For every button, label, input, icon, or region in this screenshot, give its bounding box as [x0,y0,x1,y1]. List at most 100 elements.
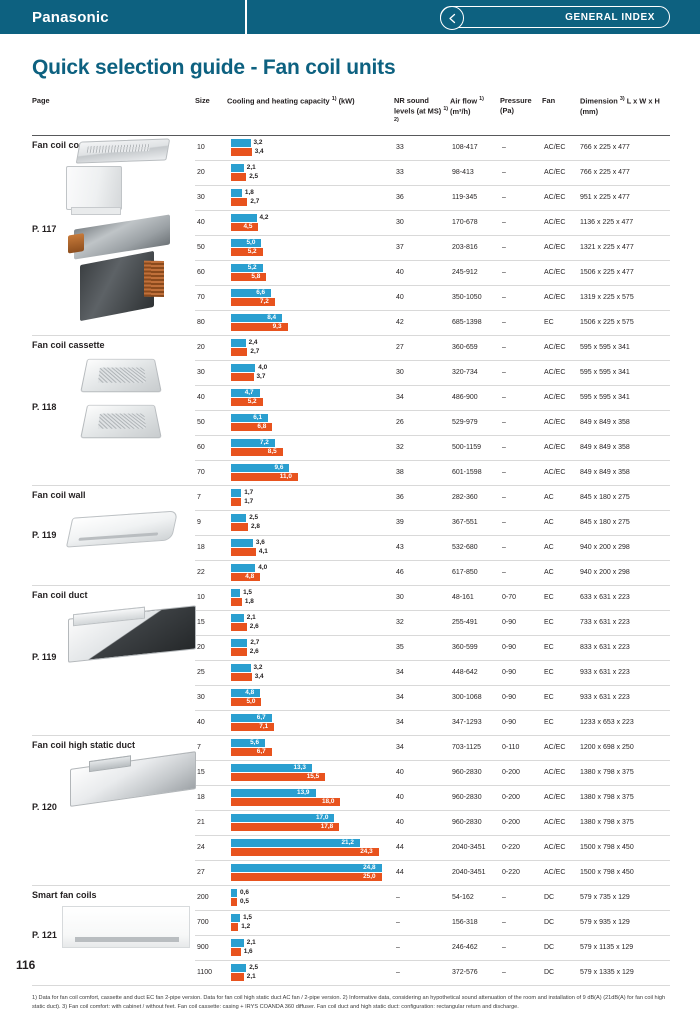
nr-text: NR sound levels (at MS) [394,96,441,116]
heating-bar-row: 2,1 [231,973,394,982]
cell-dimension: 733 x 631 x 223 [580,610,670,635]
cell-dimension: 1321 x 225 x 477 [580,235,670,260]
cell-size: 22 [195,560,227,585]
selection-guide-table-wrapper: Page Size Cooling and heating capacity 1… [32,96,670,986]
cooling-bar [231,514,246,522]
general-index-button[interactable]: GENERAL INDEX [440,6,670,28]
cell-fan: AC [542,485,580,510]
page-reference-link[interactable]: P. 119 [32,652,56,662]
cell-size: 9 [195,510,227,535]
cooling-value-label: 17,0 [316,815,331,821]
fan-coil-cassette-units [32,336,195,484]
cell-dimension: 940 x 200 x 298 [580,560,670,585]
cell-pressure: 0-90 [500,660,542,685]
heating-value-label: 17,8 [321,824,336,830]
cooling-bar-row: 2,4 [231,339,394,348]
cooling-bar-row: 3,2 [231,139,394,148]
heating-value-label: 4,8 [245,574,257,580]
cooling-value-label: 21,2 [341,840,356,846]
heating-bar-row: 5,0 [231,698,394,707]
cooling-bar [231,964,246,972]
cell-airflow: 685-1398 [450,310,500,335]
page-reference-link[interactable]: P. 121 [32,930,57,940]
cooling-bar [231,664,251,672]
cooling-bar [231,939,244,947]
capacity-text: Cooling and heating capacity [227,96,330,105]
cell-pressure: – [500,285,542,310]
cooling-value-label: 13,3 [293,765,308,771]
page-reference-link[interactable]: P. 119 [32,530,56,540]
heating-bar-row: 2,5 [231,173,394,182]
page-reference-link[interactable]: P. 118 [32,402,56,412]
heating-bar-row: 5,2 [231,398,394,407]
heating-value-label: 6,7 [257,749,269,755]
cooling-value-label: 4,2 [260,215,269,221]
cell-fan: AC/EC [542,735,580,760]
cell-nr-sound: 33 [394,135,450,160]
cooling-value-label: 1,8 [245,190,254,196]
cell-airflow: 960-2830 [450,810,500,835]
cell-airflow: 170-678 [450,210,500,235]
cell-nr-sound: 34 [394,710,450,735]
cell-airflow: 245-912 [450,260,500,285]
cell-dimension: 579 x 735 x 129 [580,885,670,910]
cell-fan: AC/EC [542,285,580,310]
cooling-bar [231,889,237,897]
page-reference-link[interactable]: P. 117 [32,224,56,234]
cooling-bar-row: 21,2 [231,839,394,848]
cooling-value-label: 2,4 [249,340,258,346]
cell-size: 27 [195,860,227,885]
cell-pressure: – [500,885,542,910]
heating-bar [231,948,241,956]
cell-nr-sound: 30 [394,210,450,235]
cooling-bar-row: 6,1 [231,414,394,423]
heating-value-label: 18,0 [322,799,337,805]
cassette-unit-image-2 [80,404,162,437]
cell-fan: EC [542,610,580,635]
cell-airflow: 156-318 [450,910,500,935]
heating-value-label: 1,6 [244,949,253,955]
cooling-bar-row: 7,2 [231,439,394,448]
heating-value-label: 7,2 [260,299,272,305]
cell-dimension: 933 x 631 x 223 [580,685,670,710]
cell-nr-sound: 40 [394,260,450,285]
heating-bar-row: 2,8 [231,523,394,532]
cell-dimension: 595 x 595 x 341 [580,335,670,360]
cell-pressure: 0-220 [500,835,542,860]
cell-nr-sound: – [394,910,450,935]
page-reference-link[interactable]: P. 120 [32,802,57,812]
cell-airflow: 703-1125 [450,735,500,760]
cooling-value-label: 13,9 [297,790,312,796]
cooling-value-label: 5,6 [250,740,262,746]
cell-nr-sound: 44 [394,835,450,860]
heating-bar [231,373,254,381]
cell-dimension: 833 x 631 x 223 [580,635,670,660]
cell-dimension: 1319 x 225 x 575 [580,285,670,310]
cooling-bar-row: 4,0 [231,564,394,573]
cell-airflow: 448-642 [450,660,500,685]
cell-airflow: 300-1068 [450,685,500,710]
cell-dimension: 1380 x 798 x 375 [580,785,670,810]
cell-nr-sound: 34 [394,660,450,685]
cooling-bar-row: 3,6 [231,539,394,548]
cell-nr-sound: 30 [394,585,450,610]
cell-nr-sound: 34 [394,685,450,710]
cell-airflow: 360-659 [450,335,500,360]
cooling-bar-row: 5,6 [231,739,394,748]
cell-size: 70 [195,285,227,310]
airflow-unit: (m³/h) [450,107,471,116]
cell-airflow: 2040-3451 [450,860,500,885]
cell-capacity-bars: 17,0 17,8 [227,810,394,835]
cell-nr-sound: – [394,960,450,985]
heating-value-label: 1,7 [244,499,253,505]
chevron-left-icon[interactable] [440,6,464,30]
